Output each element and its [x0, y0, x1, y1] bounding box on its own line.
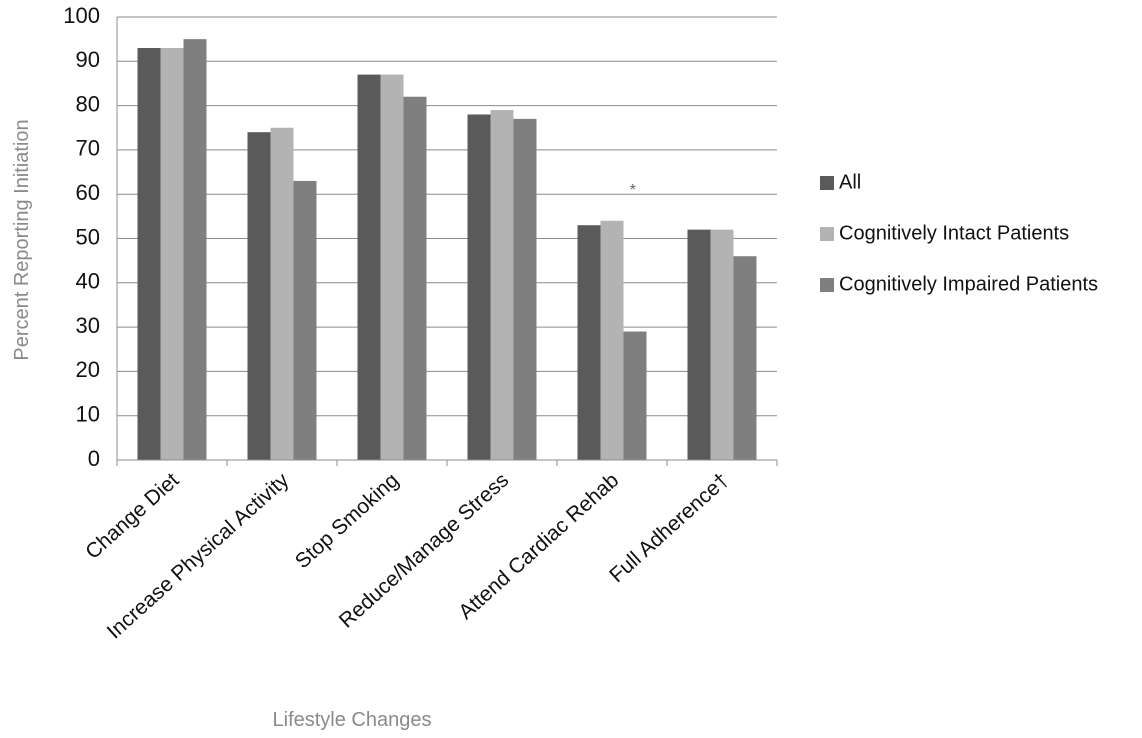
y-tick-label: 40: [76, 269, 100, 294]
y-tick-label: 90: [76, 47, 100, 72]
legend-label: Cognitively Impaired Patients: [839, 273, 1098, 295]
y-tick-label: 10: [76, 402, 100, 427]
x-tick-label: Increase Physical Activity: [103, 468, 294, 643]
bar-cognitively-intact-patients: [160, 48, 184, 460]
bars: [137, 39, 757, 461]
y-tick-label: 70: [76, 136, 100, 161]
bar-all: [577, 225, 601, 460]
bar-cognitively-impaired-patients: [733, 256, 757, 460]
bar-all: [137, 48, 161, 460]
legend-label: All: [839, 171, 861, 193]
bar-cognitively-impaired-patients: [403, 96, 427, 461]
y-tick-label: 60: [76, 180, 100, 205]
bar-cognitively-intact-patients: [270, 127, 294, 460]
y-tick-label: 50: [76, 224, 100, 249]
bar-all: [687, 229, 711, 460]
axes: [116, 17, 778, 466]
y-tick-label: 80: [76, 91, 100, 116]
gridlines: [117, 16, 777, 417]
x-axis-title: Lifestyle Changes: [273, 709, 432, 731]
legend: All Cognitively Intact Patients Cognitivel…: [820, 171, 1098, 295]
bar-cognitively-impaired-patients: [513, 118, 537, 460]
legend-swatch: [820, 227, 834, 241]
significance-marker: *: [630, 182, 636, 199]
bar-cognitively-intact-patients: [600, 220, 624, 460]
bar-all: [247, 132, 271, 460]
bar-cognitively-intact-patients: [710, 229, 734, 460]
bar-cognitively-impaired-patients: [293, 180, 317, 460]
bar-cognitively-impaired-patients: [183, 39, 207, 461]
y-tick-label: 30: [76, 313, 100, 338]
bar-all: [467, 114, 491, 461]
y-tick-labels: 0 10 20 30 40 50 60 70 80 90 100: [63, 3, 100, 471]
bar-cognitively-intact-patients: [490, 110, 514, 460]
legend-label: Cognitively Intact Patients: [839, 222, 1069, 244]
legend-swatch: [820, 176, 834, 190]
bar-all: [357, 74, 381, 460]
bar-cognitively-impaired-patients: [623, 331, 647, 460]
x-tick-label: Stop Smoking: [291, 469, 404, 574]
annotations: *: [630, 182, 636, 199]
y-axis-title: Percent Reporting Initiation: [11, 119, 33, 360]
bar-cognitively-intact-patients: [380, 74, 404, 460]
y-tick-label: 0: [88, 446, 100, 471]
legend-swatch: [820, 278, 834, 292]
x-tick-label: Change Diet: [81, 469, 183, 564]
y-tick-label: 20: [76, 357, 100, 382]
x-tick-label: Full Adherence†: [605, 469, 733, 588]
y-tick-label: 100: [63, 3, 100, 28]
